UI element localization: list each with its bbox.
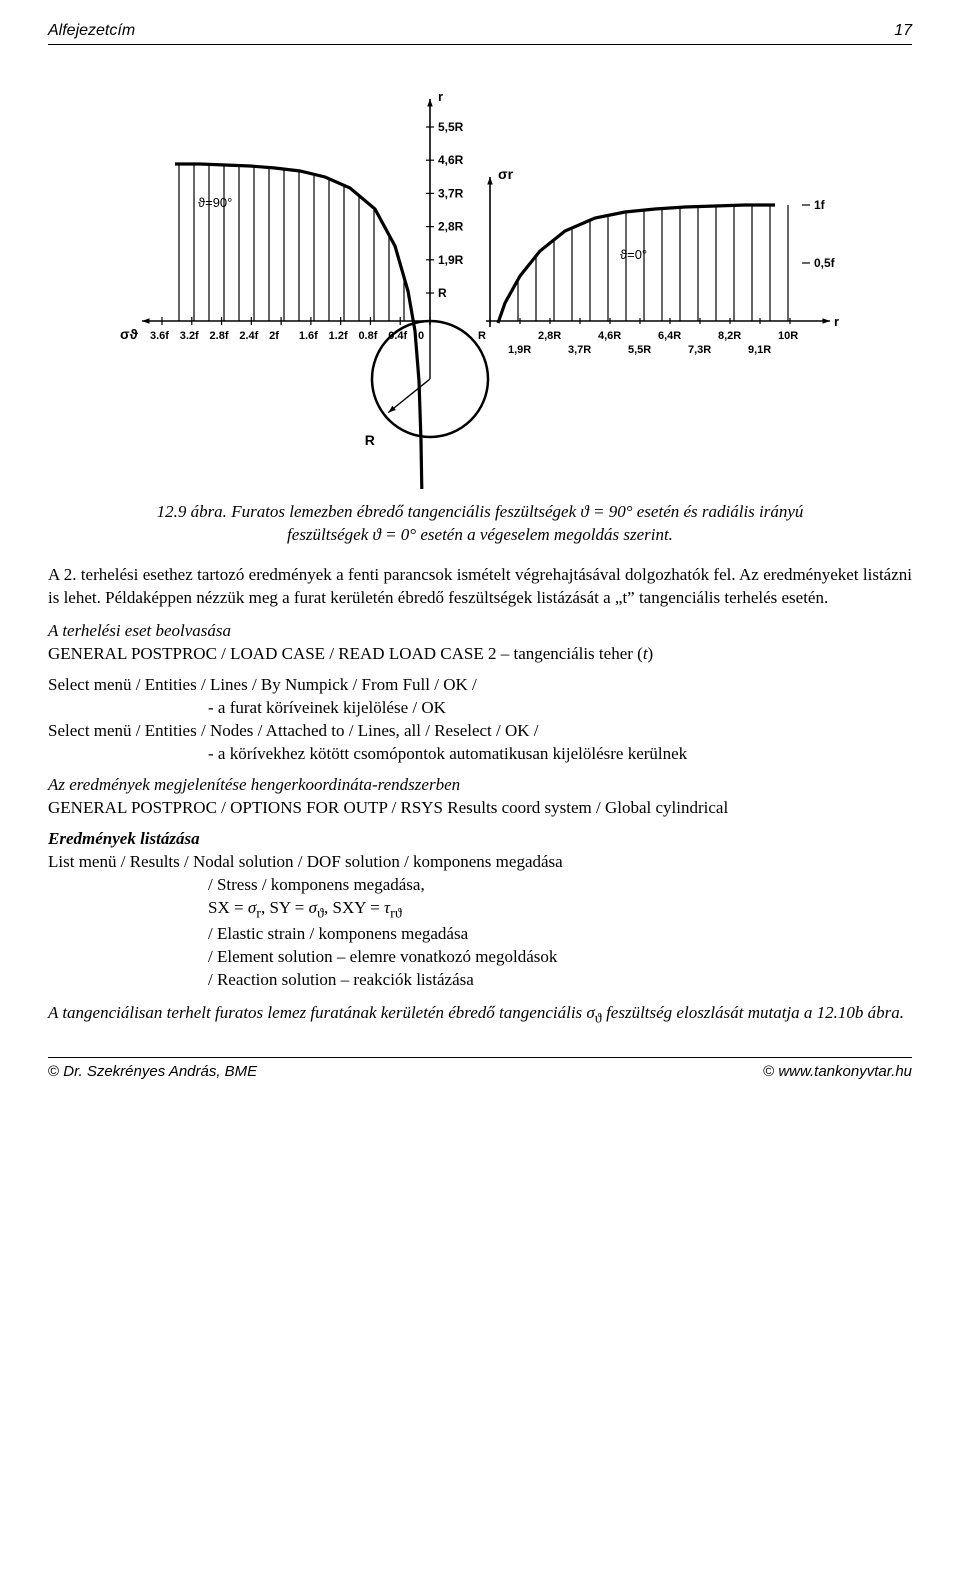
svg-text:0,5f: 0,5f (814, 256, 836, 270)
cyl-cmd: GENERAL POSTPROC / OPTIONS FOR OUTP / RS… (48, 797, 912, 820)
svg-text:R: R (438, 286, 447, 300)
svg-text:2.8f: 2.8f (210, 330, 229, 342)
svg-text:2f: 2f (269, 330, 279, 342)
svg-text:0: 0 (418, 330, 424, 342)
results-l5: / Element solution – elemre vonatkozó me… (48, 946, 912, 969)
section-title-1: A terhelési eset beolvasása (48, 620, 912, 643)
stress-diagram-svg: r σϑ ϑ=90° 5,5R 4,6R 3,7R 2,8R 1,9R R 3.6f 3.2f 2.8… (90, 59, 870, 489)
results-l3: SX = σr, SY = σϑ, SXY = τrϑ (48, 897, 912, 924)
svg-text:2,8R: 2,8R (438, 219, 464, 233)
svg-text:10R: 10R (778, 330, 798, 342)
svg-text:r: r (438, 89, 443, 104)
caption-line2: feszültségek ϑ = 0° esetén a végeselem m… (287, 525, 673, 544)
svg-text:3,7R: 3,7R (438, 186, 464, 200)
caption-prefix: 12.9 ábra. (157, 502, 227, 521)
svg-text:ϑ=90°: ϑ=90° (198, 195, 232, 210)
select-line-2: Select menü / Entities / Nodes / Attache… (48, 720, 912, 743)
svg-text:R: R (365, 432, 375, 448)
header-page-number: 17 (894, 20, 912, 42)
page-header: Alfejezetcím 17 (48, 20, 912, 45)
section-cylindrical: Az eredmények megjelenítése hengerkoordi… (48, 774, 912, 820)
svg-text:3.2f: 3.2f (180, 330, 199, 342)
svg-text:1.2f: 1.2f (329, 330, 348, 342)
svg-text:2.4f: 2.4f (239, 330, 258, 342)
header-left: Alfejezetcím (48, 20, 135, 42)
select-line-1b: - a furat köríveinek kijelölése / OK (48, 697, 912, 720)
svg-text:σϑ: σϑ (120, 326, 139, 342)
svg-text:9,1R: 9,1R (748, 344, 771, 356)
section-results: Eredmények listázása List menü / Results… (48, 828, 912, 992)
section-title-3: Eredmények listázása (48, 828, 912, 851)
svg-text:5,5R: 5,5R (438, 120, 464, 134)
select-line-1: Select menü / Entities / Lines / By Nump… (48, 674, 912, 697)
svg-text:3.6f: 3.6f (150, 330, 169, 342)
footer-right: © www.tankonyvtar.hu (763, 1062, 912, 1082)
svg-text:8,2R: 8,2R (718, 330, 741, 342)
paragraph-1: A 2. terhelési esethez tartozó eredménye… (48, 564, 912, 610)
svg-text:1f: 1f (814, 198, 826, 212)
figure-caption: 12.9 ábra. Furatos lemezben ébredő tange… (48, 501, 912, 547)
svg-text:R: R (478, 330, 486, 342)
load-case-cmd: GENERAL POSTPROC / LOAD CASE / READ LOAD… (48, 643, 912, 666)
svg-text:4,6R: 4,6R (598, 330, 621, 342)
caption-line1: Furatos lemezben ébredő tangenciális fes… (227, 502, 804, 521)
results-l2: / Stress / komponens megadása, (48, 874, 912, 897)
results-l6: / Reaction solution – reakciók listázása (48, 969, 912, 992)
results-l4: / Elastic strain / komponens megadása (48, 923, 912, 946)
section-title-2: Az eredmények megjelenítése hengerkoordi… (48, 774, 912, 797)
svg-text:1.6f: 1.6f (299, 330, 318, 342)
svg-text:3,7R: 3,7R (568, 344, 591, 356)
paragraph-2: A tangenciálisan terhelt furatos lemez f… (48, 1002, 912, 1029)
section-select: Select menü / Entities / Lines / By Nump… (48, 674, 912, 766)
svg-text:ϑ=0°: ϑ=0° (620, 247, 647, 262)
section-load-case: A terhelési eset beolvasása GENERAL POST… (48, 620, 912, 666)
svg-text:7,3R: 7,3R (688, 344, 711, 356)
select-line-2b: - a körívekhez kötött csomópontok automa… (48, 743, 912, 766)
svg-text:2,8R: 2,8R (538, 330, 561, 342)
footer-left: © Dr. Szekrényes András, BME (48, 1062, 257, 1082)
svg-text:1,9R: 1,9R (508, 344, 531, 356)
svg-text:6,4R: 6,4R (658, 330, 681, 342)
page-footer: © Dr. Szekrényes András, BME © www.tanko… (48, 1057, 912, 1082)
svg-text:1,9R: 1,9R (438, 252, 464, 266)
svg-text:4,6R: 4,6R (438, 153, 464, 167)
svg-text:r: r (834, 314, 839, 329)
svg-text:σr: σr (498, 166, 514, 182)
figure-12-9: r σϑ ϑ=90° 5,5R 4,6R 3,7R 2,8R 1,9R R 3.6f 3.2f 2.8… (48, 59, 912, 489)
svg-text:5,5R: 5,5R (628, 344, 651, 356)
results-l1: List menü / Results / Nodal solution / D… (48, 851, 912, 874)
svg-text:0.8f: 0.8f (358, 330, 377, 342)
